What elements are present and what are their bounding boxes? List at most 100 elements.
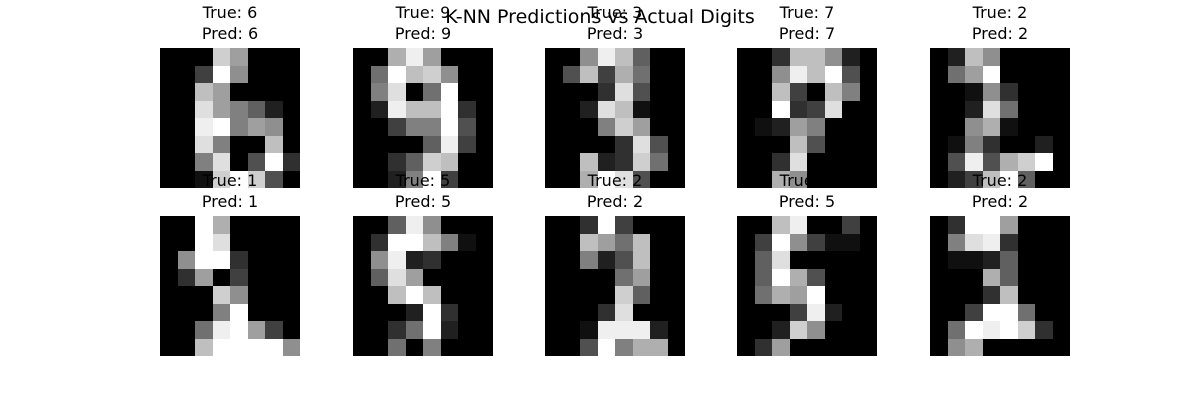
pixel-cell	[633, 339, 651, 357]
pixel-cell	[668, 286, 686, 304]
pixel-cell	[441, 118, 459, 136]
pixel-cell	[178, 118, 196, 136]
pixel-cell	[545, 321, 563, 339]
pixel-cell	[195, 286, 213, 304]
pixel-cell	[195, 216, 213, 234]
pixel-cell	[423, 66, 441, 84]
pixel-cell	[860, 48, 878, 66]
pixel-cell	[842, 304, 860, 322]
pixel-cell	[825, 83, 843, 101]
panel-true-label: True: 2	[525, 171, 705, 191]
pixel-cell	[615, 118, 633, 136]
digit-image-panel	[737, 216, 877, 356]
pixel-cell	[353, 216, 371, 234]
pixel-cell	[650, 234, 668, 252]
pixel-cell	[441, 48, 459, 66]
pixel-cell	[842, 339, 860, 357]
pixel-cell	[563, 269, 581, 287]
pixel-cell	[965, 101, 983, 119]
pixel-cell	[458, 118, 476, 136]
pixel-cell	[930, 339, 948, 357]
pixel-cell	[650, 118, 668, 136]
pixel-cell	[633, 321, 651, 339]
pixel-cell	[371, 234, 389, 252]
pixel-cell	[371, 251, 389, 269]
pixel-cell	[160, 83, 178, 101]
pixel-cell	[737, 66, 755, 84]
pixel-cell	[248, 304, 266, 322]
pixel-cell	[842, 83, 860, 101]
pixel-cell	[195, 304, 213, 322]
pixel-cell	[230, 118, 248, 136]
pixel-cell	[248, 48, 266, 66]
pixel-cell	[213, 118, 231, 136]
pixel-cell	[230, 269, 248, 287]
pixel-cell	[545, 286, 563, 304]
pixel-cell	[598, 153, 616, 171]
pixel-cell	[842, 321, 860, 339]
pixel-cell	[545, 48, 563, 66]
pixel-cell	[755, 153, 773, 171]
pixel-cell	[965, 48, 983, 66]
pixel-cell	[965, 234, 983, 252]
pixel-cell	[860, 321, 878, 339]
pixel-cell	[353, 153, 371, 171]
pixel-cell	[580, 101, 598, 119]
pixel-cell	[983, 269, 1001, 287]
pixel-cell	[650, 216, 668, 234]
pixel-cell	[458, 304, 476, 322]
pixel-cell	[580, 216, 598, 234]
pixel-cell	[388, 286, 406, 304]
pixel-cell	[195, 66, 213, 84]
pixel-cell	[406, 251, 424, 269]
pixel-cell	[545, 269, 563, 287]
pixel-cell	[580, 286, 598, 304]
pixel-cell	[1000, 153, 1018, 171]
pixel-cell	[1053, 216, 1071, 234]
pixel-cell	[248, 286, 266, 304]
pixel-cell	[283, 48, 301, 66]
pixel-cell	[790, 321, 808, 339]
pixel-cell	[1018, 66, 1036, 84]
pixel-cell	[353, 234, 371, 252]
pixel-cell	[476, 339, 494, 357]
digit-image-panel	[353, 48, 493, 188]
panel-pred-label: Pred: 5	[717, 192, 897, 212]
pixel-cell	[423, 48, 441, 66]
pixel-cell	[1035, 216, 1053, 234]
pixel-cell	[825, 286, 843, 304]
pixel-cell	[1053, 234, 1071, 252]
pixel-cell	[195, 118, 213, 136]
pixel-cell	[160, 101, 178, 119]
pixel-cell	[563, 153, 581, 171]
pixel-cell	[948, 304, 966, 322]
digit-image-panel	[545, 216, 685, 356]
pixel-cell	[458, 136, 476, 154]
pixel-cell	[265, 136, 283, 154]
pixel-cell	[423, 251, 441, 269]
pixel-cell	[860, 118, 878, 136]
pixel-cell	[615, 234, 633, 252]
pixel-cell	[948, 321, 966, 339]
pixel-cell	[633, 286, 651, 304]
pixel-cell	[737, 339, 755, 357]
pixel-cell	[983, 118, 1001, 136]
pixel-cell	[230, 153, 248, 171]
pixel-cell	[983, 48, 1001, 66]
pixel-cell	[458, 251, 476, 269]
pixel-cell	[265, 321, 283, 339]
pixel-cell	[807, 234, 825, 252]
pixel-cell	[615, 321, 633, 339]
pixel-cell	[545, 339, 563, 357]
pixel-cell	[983, 136, 1001, 154]
pixel-cell	[353, 83, 371, 101]
pixel-cell	[441, 136, 459, 154]
pixel-cell	[825, 153, 843, 171]
pixel-cell	[160, 269, 178, 287]
pixel-cell	[965, 136, 983, 154]
pixel-cell	[371, 321, 389, 339]
pixel-cell	[1053, 321, 1071, 339]
pixel-cell	[476, 101, 494, 119]
pixel-cell	[476, 48, 494, 66]
pixel-cell	[248, 251, 266, 269]
